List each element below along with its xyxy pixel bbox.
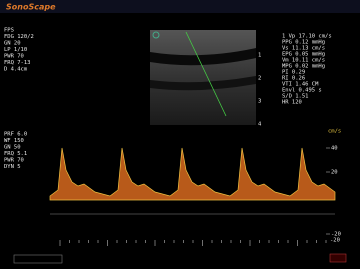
param: DYN 5 — [4, 164, 21, 170]
param: LP 1/10 — [4, 47, 27, 53]
param: PRF 6.0 — [4, 132, 27, 138]
param: FPS — [4, 28, 14, 34]
param: PWR 70 — [4, 158, 24, 164]
param: GN 50 — [4, 145, 21, 151]
freeze-button[interactable] — [330, 254, 346, 262]
velocity-unit: cm/s — [328, 129, 341, 135]
depth-mark: 2 — [258, 76, 261, 82]
velocity-label: 20 — [331, 170, 338, 176]
page: SonoScape 1234 FPSFDG 120/2GN 20LP 1/10P… — [0, 0, 360, 269]
velocity-label: 40 — [331, 146, 338, 152]
screen: SonoScape 1234 FPSFDG 120/2GN 20LP 1/10P… — [0, 0, 360, 269]
param: PWR 70 — [4, 54, 24, 60]
b-mode-field — [150, 30, 256, 125]
param: FRQ 7-13 — [4, 60, 31, 66]
param: WF 150 — [4, 138, 24, 144]
measurement: HR 120 — [282, 100, 302, 106]
brand: SonoScape — [6, 3, 56, 12]
param: D 4.4cm — [4, 67, 28, 73]
param: FRQ 5.1 — [4, 151, 27, 157]
param: GN 20 — [4, 41, 21, 47]
depth-mark: 1 — [258, 53, 261, 59]
param: FDG 120/2 — [4, 34, 34, 40]
depth-mark: 3 — [258, 99, 261, 105]
b-mode-image — [150, 30, 256, 125]
time-label: -20 — [330, 238, 340, 244]
